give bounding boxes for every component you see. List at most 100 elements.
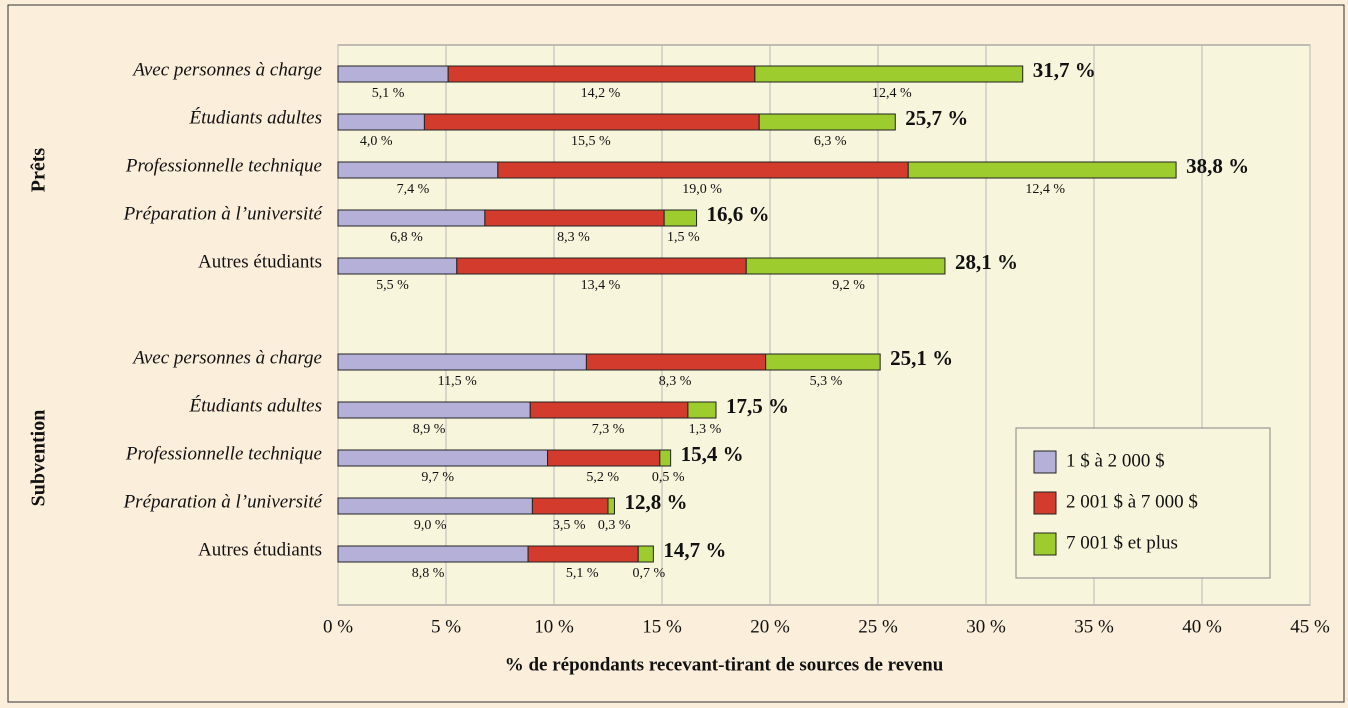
total-label: 25,7 %	[905, 106, 968, 130]
x-tick-label: 15 %	[642, 616, 682, 637]
value-label: 0,7 %	[632, 566, 665, 581]
category-label: Préparation à l’université	[123, 491, 324, 512]
value-label: 12,4 %	[872, 86, 912, 101]
total-label: 31,7 %	[1033, 58, 1096, 82]
category-label: Étudiants adultes	[189, 106, 322, 128]
x-tick-label: 10 %	[534, 616, 574, 637]
bar-segment	[745, 257, 946, 275]
category-label: Avec personnes à charge	[131, 347, 322, 368]
value-label: 5,1 %	[372, 86, 405, 101]
total-label: 15,4 %	[681, 442, 744, 466]
bar-segment	[497, 161, 909, 179]
value-label: 7,3 %	[592, 422, 625, 437]
total-label: 25,1 %	[890, 346, 953, 370]
value-label: 12,4 %	[1025, 182, 1065, 197]
value-label: 9,0 %	[414, 518, 447, 533]
bar-segment	[527, 545, 639, 563]
legend-label: 7 001 $ et plus	[1066, 532, 1178, 553]
legend-swatch	[1033, 450, 1057, 474]
total-label: 28,1 %	[955, 250, 1018, 274]
x-axis-label: % de répondants recevant-tirant de sourc…	[505, 654, 944, 675]
bar-segment	[337, 113, 425, 131]
bar-segment	[484, 209, 665, 227]
bar-segment	[531, 497, 609, 515]
bar-segment	[529, 401, 689, 419]
legend-box	[1015, 427, 1271, 579]
category-label: Autres étudiants	[198, 539, 322, 560]
value-label: 14,2 %	[581, 86, 621, 101]
category-label: Autres étudiants	[198, 251, 322, 272]
x-tick-label: 45 %	[1290, 616, 1330, 637]
bar-segment	[687, 401, 717, 419]
category-label: Professionnelle technique	[125, 443, 322, 464]
x-tick-label: 40 %	[1182, 616, 1222, 637]
bar-segment	[337, 353, 587, 371]
bar-segment	[585, 353, 767, 371]
x-tick-label: 20 %	[750, 616, 790, 637]
bar-segment	[659, 449, 672, 467]
x-tick-label: 35 %	[1074, 616, 1114, 637]
value-label: 5,3 %	[810, 374, 843, 389]
value-label: 1,5 %	[667, 230, 700, 245]
bar-segment	[337, 65, 449, 83]
value-label: 4,0 %	[360, 134, 393, 149]
total-label: 38,8 %	[1186, 154, 1249, 178]
value-label: 9,7 %	[421, 470, 454, 485]
x-tick-label: 30 %	[966, 616, 1006, 637]
value-label: 1,3 %	[689, 422, 722, 437]
value-label: 5,1 %	[566, 566, 599, 581]
value-label: 5,5 %	[376, 278, 409, 293]
bar-segment	[337, 161, 499, 179]
category-label: Avec personnes à charge	[131, 59, 322, 80]
value-label: 3,5 %	[553, 518, 586, 533]
bar-segment	[754, 65, 1024, 83]
value-label: 13,4 %	[581, 278, 621, 293]
bar-segment	[758, 113, 896, 131]
x-tick-label: 25 %	[858, 616, 898, 637]
value-label: 19,0 %	[682, 182, 722, 197]
bar-segment	[765, 353, 881, 371]
value-label: 6,3 %	[814, 134, 847, 149]
bar-segment	[607, 497, 615, 515]
value-label: 6,8 %	[390, 230, 423, 245]
value-label: 0,3 %	[598, 518, 631, 533]
value-label: 8,3 %	[659, 374, 692, 389]
bar-segment	[907, 161, 1177, 179]
value-label: 8,9 %	[413, 422, 446, 437]
value-label: 11,5 %	[438, 374, 477, 389]
total-label: 16,6 %	[707, 202, 770, 226]
value-label: 0,5 %	[652, 470, 685, 485]
total-label: 12,8 %	[624, 490, 687, 514]
category-label: Étudiants adultes	[189, 394, 322, 416]
value-label: 8,3 %	[557, 230, 590, 245]
total-label: 17,5 %	[726, 394, 789, 418]
bar-segment	[337, 209, 486, 227]
bar-segment	[637, 545, 654, 563]
value-label: 5,2 %	[586, 470, 619, 485]
bar-segment	[337, 545, 529, 563]
category-label: Professionnelle technique	[125, 155, 322, 176]
value-label: 8,8 %	[412, 566, 445, 581]
x-tick-label: 5 %	[431, 616, 461, 637]
value-label: 7,4 %	[397, 182, 430, 197]
legend-swatch	[1033, 491, 1057, 515]
legend-label: 1 $ à 2 000 $	[1066, 450, 1165, 471]
bar-segment	[423, 113, 760, 131]
group-label: Prêts	[28, 148, 50, 193]
bar-segment	[337, 401, 531, 419]
total-label: 14,7 %	[663, 538, 726, 562]
bar-segment	[547, 449, 661, 467]
legend-label: 2 001 $ à 7 000 $	[1066, 491, 1198, 512]
value-label: 9,2 %	[832, 278, 865, 293]
legend-swatch	[1033, 532, 1057, 556]
value-label: 15,5 %	[571, 134, 611, 149]
category-label: Préparation à l’université	[123, 203, 324, 224]
bar-segment	[447, 65, 756, 83]
bar-segment	[337, 257, 458, 275]
x-tick-label: 0 %	[323, 616, 353, 637]
bar-segment	[663, 209, 698, 227]
bar-segment	[337, 497, 533, 515]
bar-segment	[337, 449, 549, 467]
bar-segment	[456, 257, 747, 275]
